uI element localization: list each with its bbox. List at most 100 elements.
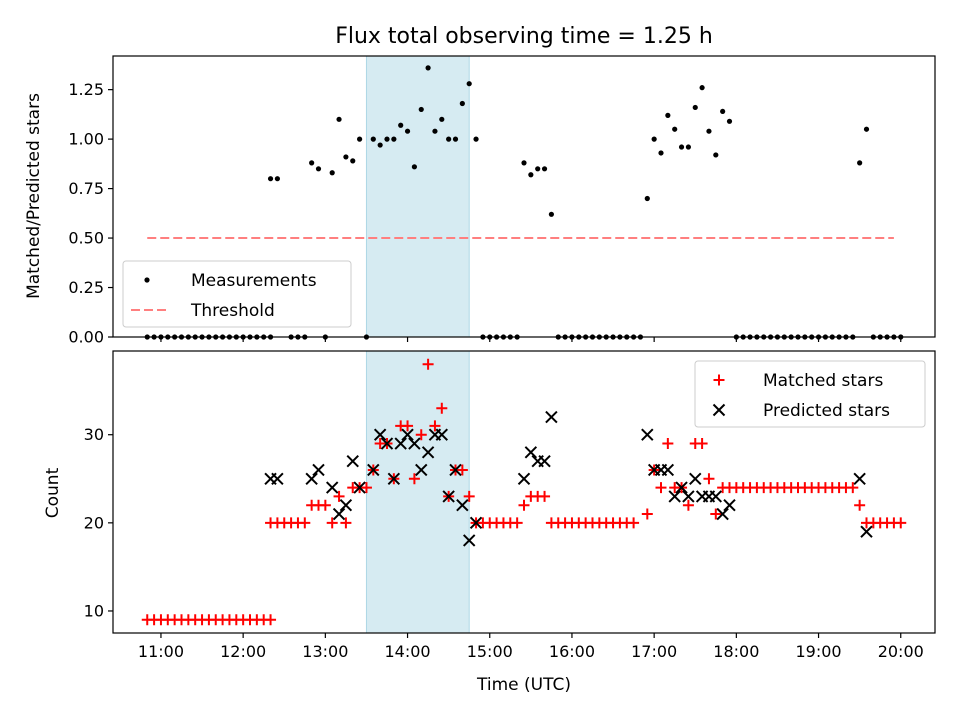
predicted-stars-point: [641, 428, 654, 441]
measurement-point: [446, 136, 452, 142]
predicted-stars-point: [675, 481, 688, 494]
matched-stars-point: [360, 482, 372, 494]
predicted-stars-point: [332, 507, 346, 521]
measurement-point: [418, 106, 424, 113]
measurement-point: [391, 136, 397, 142]
bottom-panel: 10 20 30 11:00 12:00 13:00 14:00 15:00 16:00 17:0…: [84, 350, 936, 661]
x-tick-label: 12:00: [220, 642, 266, 661]
predicted-stars-point: [408, 437, 421, 450]
measurement-point: [685, 144, 692, 150]
top-y-tick-label: 1.00: [68, 130, 104, 149]
matched-stars-point: [662, 438, 674, 450]
predicted-stars-point: [709, 490, 723, 503]
predicted-stars-point: [305, 472, 318, 485]
measurement-point: [863, 126, 870, 132]
predicted-stars-point: [387, 472, 401, 485]
measurement-point: [535, 166, 541, 172]
measurement-point: [384, 136, 390, 142]
matched-stars-point: [299, 517, 311, 529]
measurement-point: [267, 176, 274, 182]
top-y-tick-label: 1.25: [68, 80, 104, 99]
bottom-y-tick-label: 20: [84, 513, 104, 532]
matched-stars-point: [511, 517, 523, 529]
matched-stars-point: [429, 420, 441, 432]
matched-stars-point: [402, 420, 414, 432]
matched-stars-point: [539, 490, 551, 502]
matched-stars-point: [415, 429, 427, 441]
predicted-stars-point: [462, 534, 476, 547]
predicted-stars-point: [538, 454, 551, 468]
matched-stars-point: [895, 517, 907, 529]
predicted-stars-point: [469, 516, 483, 530]
matched-stars-point: [319, 499, 331, 511]
x-tick-label: 15:00: [467, 642, 513, 661]
bottom-y-axis-label: Count: [43, 467, 63, 518]
measurement-point: [521, 160, 527, 166]
top-y-tick-label: 0.00: [68, 328, 104, 347]
predicted-stars-point: [853, 472, 866, 485]
legend-label: Measurements: [191, 271, 317, 291]
predicted-stars-point: [401, 428, 414, 441]
measurement-point: [459, 100, 465, 107]
predicted-stars-point: [353, 481, 366, 494]
measurement-point: [692, 104, 698, 111]
x-tick-label: 14:00: [384, 642, 430, 661]
predicted-stars-point: [435, 428, 449, 441]
measurement-point: [452, 136, 459, 142]
measurement-point: [370, 136, 376, 142]
matched-stars-point: [265, 614, 277, 626]
measurement-point: [309, 160, 315, 166]
predicted-stars-point: [682, 490, 695, 503]
matched-stars-point: [456, 464, 468, 476]
measurement-point: [548, 211, 555, 217]
predicted-stars-point: [415, 463, 428, 477]
measurement-point: [439, 116, 445, 122]
measurement-point: [528, 172, 534, 178]
measurement-point: [274, 176, 280, 182]
predicted-stars-point: [373, 428, 387, 441]
predicted-stars-point: [442, 490, 455, 503]
bottom-axes-frame: [112, 350, 936, 634]
bottom-series-1: [264, 410, 873, 547]
bottom-legend: Matched stars Predicted stars: [694, 360, 926, 428]
matched-stars-point: [463, 490, 475, 502]
bottom-y-tick-label: 30: [84, 425, 104, 444]
predicted-stars-point: [668, 490, 681, 503]
legend-predicted-marker: [712, 403, 726, 417]
chart-title: Flux total observing time = 1.25 h: [335, 24, 713, 49]
measurement-point: [706, 128, 712, 134]
top-y-axis-label: Matched/Predicted stars: [24, 93, 44, 299]
predicted-stars-point: [545, 410, 558, 424]
predicted-stars-point: [339, 499, 353, 512]
matched-stars-point: [847, 482, 859, 494]
bottom-y-tick-label: 10: [84, 601, 104, 620]
x-tick-label: 17:00: [631, 642, 677, 661]
measurement-point: [432, 128, 438, 134]
measurement-point: [658, 150, 664, 156]
predicted-stars-point: [661, 463, 675, 477]
measurement-point: [644, 195, 650, 202]
matched-stars-point: [641, 508, 653, 520]
top-axes-frame: [112, 55, 936, 338]
top-legend-box: [122, 260, 352, 328]
measurement-point: [541, 166, 548, 172]
matched-stars-point: [628, 517, 640, 529]
predicted-stars-point: [689, 472, 702, 485]
predicted-stars-point: [394, 437, 407, 450]
measurement-point: [699, 85, 705, 91]
predicted-stars-point: [723, 499, 736, 512]
predicted-stars-point: [456, 499, 469, 512]
top-series-0: [144, 65, 904, 340]
x-tick-label: 18:00: [713, 642, 759, 661]
predicted-stars-point: [271, 472, 284, 485]
measurement-point: [713, 152, 719, 158]
legend-label: Matched stars: [763, 371, 883, 391]
measurement-point: [665, 112, 671, 118]
x-tick-label: 20:00: [878, 642, 924, 661]
measurement-point: [720, 108, 726, 115]
measurement-point: [377, 142, 383, 148]
legend-matched-marker: [713, 374, 725, 386]
measurement-point: [726, 118, 733, 124]
matched-stars-point: [655, 482, 667, 494]
matched-stars-point: [682, 499, 694, 511]
